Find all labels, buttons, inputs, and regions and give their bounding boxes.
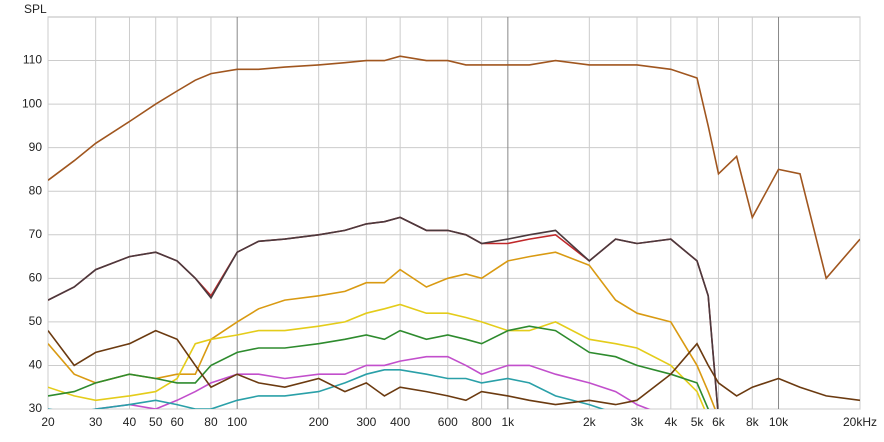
x-tick-label: 6k — [712, 415, 726, 429]
x-tick-label: 20 — [41, 415, 55, 429]
x-tick-label: 800 — [472, 415, 492, 429]
series-line — [48, 329, 860, 406]
x-tick-label: 8k — [746, 415, 760, 429]
x-tick-label: 100 — [227, 415, 247, 429]
x-tick-label: 20kHz — [843, 415, 877, 429]
series-line — [48, 355, 651, 409]
y-tick-label: 60 — [29, 271, 43, 285]
y-tick-label: 40 — [29, 358, 43, 372]
series-line — [48, 369, 605, 409]
series-line — [48, 251, 716, 409]
x-tick-label: 40 — [123, 415, 137, 429]
y-tick-label: 80 — [29, 183, 43, 197]
x-tick-label: 4k — [664, 415, 678, 429]
series-line — [48, 303, 706, 409]
x-tick-label: 30 — [89, 415, 103, 429]
x-tick-label: 400 — [390, 415, 410, 429]
x-tick-label: 5k — [691, 415, 705, 429]
series-line — [48, 325, 710, 409]
y-axis-label: SPL — [24, 2, 47, 16]
x-tick-label: 1k — [502, 415, 516, 429]
series-line — [48, 216, 719, 409]
x-tick-label: 3k — [631, 415, 645, 429]
y-tick-label: 50 — [29, 314, 43, 328]
x-tick-label: 200 — [309, 415, 329, 429]
y-tick-label: 30 — [29, 401, 43, 415]
x-tick-label: 300 — [356, 415, 376, 429]
plot-area — [47, 16, 861, 410]
x-tick-label: 50 — [149, 415, 163, 429]
x-tick-label: 60 — [170, 415, 184, 429]
x-tick-label: 80 — [204, 415, 218, 429]
x-tick-label: 600 — [438, 415, 458, 429]
y-tick-label: 70 — [29, 227, 43, 241]
y-tick-label: 110 — [23, 53, 42, 67]
y-tick-label: 100 — [22, 96, 42, 110]
x-tick-label: 10k — [769, 415, 789, 429]
series-group — [48, 55, 860, 409]
series-line — [48, 55, 860, 280]
y-tick-label: 90 — [29, 140, 43, 154]
x-tick-label: 2k — [583, 415, 597, 429]
